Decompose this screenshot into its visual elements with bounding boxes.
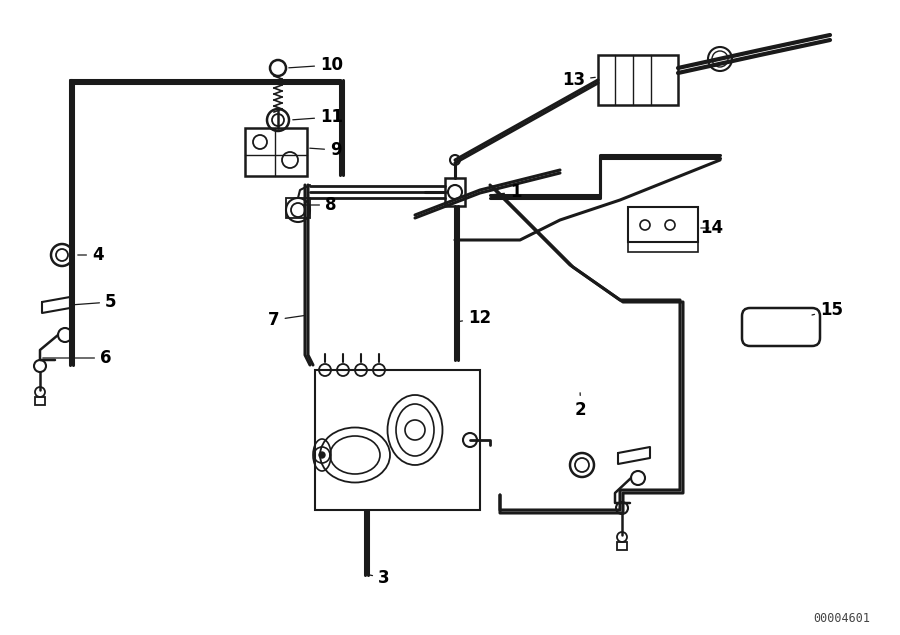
Text: 9: 9 xyxy=(310,141,342,159)
Text: 6: 6 xyxy=(43,349,112,367)
Text: 13: 13 xyxy=(562,71,595,89)
Text: 3: 3 xyxy=(368,569,390,587)
Bar xyxy=(245,128,307,176)
Text: 5: 5 xyxy=(73,293,116,311)
Text: 2: 2 xyxy=(575,393,587,419)
Text: 10: 10 xyxy=(289,56,343,74)
Bar xyxy=(617,542,627,550)
Bar xyxy=(445,178,465,206)
Circle shape xyxy=(319,452,325,458)
Bar xyxy=(286,198,310,218)
Bar xyxy=(628,242,698,252)
Bar xyxy=(315,370,480,510)
Text: 7: 7 xyxy=(268,311,305,329)
Bar xyxy=(35,397,45,405)
Text: 8: 8 xyxy=(302,196,337,214)
Text: 15: 15 xyxy=(812,301,843,319)
Text: 1: 1 xyxy=(493,183,521,201)
Bar xyxy=(628,207,698,242)
Text: 11: 11 xyxy=(292,108,343,126)
Text: 12: 12 xyxy=(459,309,491,327)
Text: 4: 4 xyxy=(77,246,104,264)
Bar xyxy=(598,55,678,105)
Text: 14: 14 xyxy=(700,219,723,237)
Text: 00004601: 00004601 xyxy=(813,612,870,625)
